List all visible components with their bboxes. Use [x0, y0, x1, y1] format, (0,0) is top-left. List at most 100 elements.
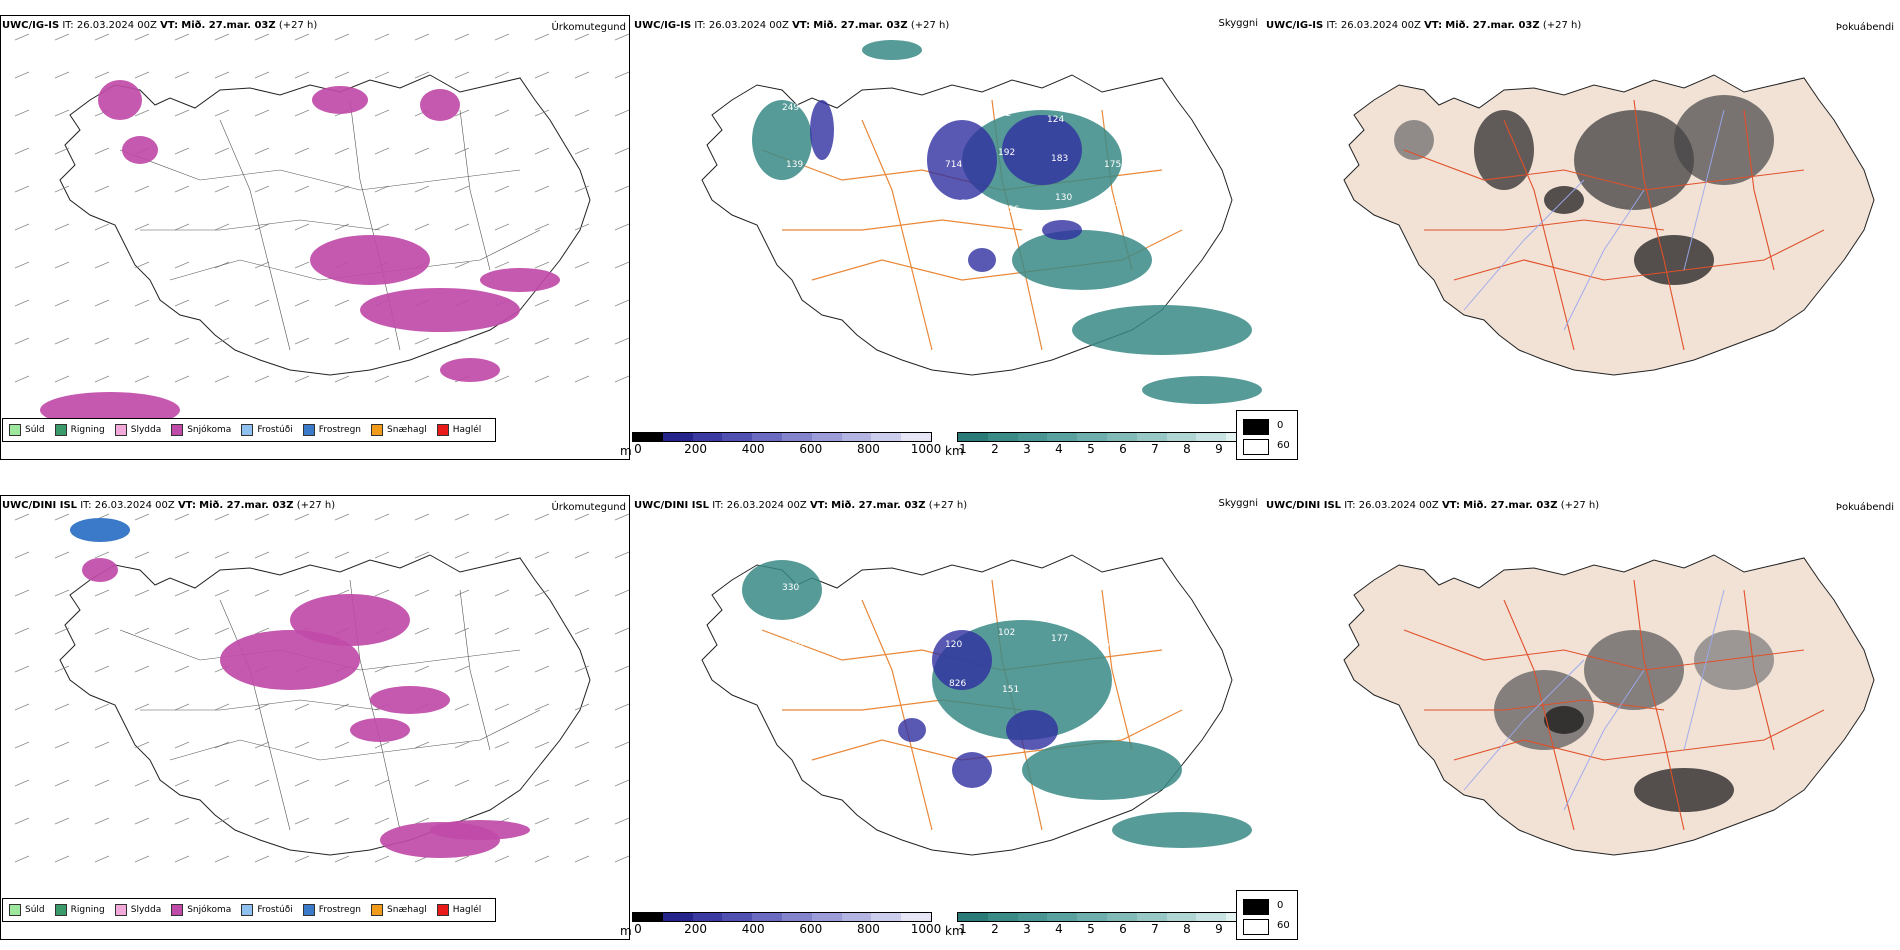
visibility-value-label: 105	[1153, 109, 1170, 119]
colorbar-ticks: 0 200 400 600 800 1000	[632, 922, 941, 936]
wind-barb	[614, 33, 630, 41]
colorbar-tick-label: 6	[1119, 442, 1127, 456]
wind-barb	[374, 855, 390, 863]
wind-barb	[254, 147, 270, 155]
wind-barb	[94, 551, 110, 559]
legend-item: Snjókoma	[171, 424, 231, 436]
panel-header: UWC/DINI ISL IT: 26.03.2024 00Z VT: Mið.…	[1266, 500, 1599, 511]
wind-barb	[14, 855, 30, 863]
visibility-km-area	[1072, 305, 1252, 355]
wind-barb	[54, 375, 70, 383]
it-value: 26.03.2024 00Z	[1358, 500, 1439, 511]
fog-legend-label-0: 0	[1277, 420, 1284, 431]
wind-barb	[94, 627, 110, 635]
visibility-value-label: 560	[1104, 640, 1121, 650]
wind-barb	[294, 299, 310, 307]
legend-label: Frostúði	[257, 905, 293, 915]
road-line	[219, 599, 291, 831]
colorbar-tick-label: 0	[634, 442, 642, 456]
visibility-value-label: 282	[941, 103, 958, 113]
wind-barb	[214, 589, 230, 597]
wind-barb	[574, 147, 590, 155]
wind-barb	[14, 779, 30, 787]
vt-value: Mið. 27.mar. 03Z	[813, 20, 908, 31]
colorbar-segment	[958, 433, 988, 441]
legend-label: Haglél	[452, 425, 482, 435]
iceland-outline	[1343, 554, 1875, 856]
wind-barb	[574, 513, 590, 521]
wind-barb	[254, 33, 270, 41]
wind-barb	[534, 665, 550, 673]
wind-barb	[214, 627, 230, 635]
colorbar-tick-label: 4	[1055, 922, 1063, 936]
colorbar-tick-label: 600	[799, 922, 823, 936]
visibility-m-area	[1006, 710, 1058, 750]
road-line	[119, 149, 521, 191]
wind-barb	[414, 627, 430, 635]
wind-barb	[574, 703, 590, 711]
wind-barb	[254, 375, 270, 383]
wind-barb	[534, 33, 550, 41]
wind-barb	[214, 109, 230, 117]
wind-barb	[134, 33, 150, 41]
wind-barb	[374, 375, 390, 383]
wind-barb	[534, 627, 550, 635]
legend-item: Rigning	[54, 424, 105, 436]
it-label: IT:	[694, 20, 706, 31]
legend-item: Súld	[9, 904, 45, 916]
wind-barb	[574, 551, 590, 559]
freezing-rain-area	[70, 518, 130, 542]
visibility-value-label: 150	[1157, 628, 1174, 638]
wind-barb	[334, 71, 350, 79]
vt-value: Mið. 27.mar. 03Z	[831, 500, 926, 511]
wind-barb	[54, 71, 70, 79]
snow-area	[360, 288, 520, 332]
wind-barb	[454, 589, 470, 597]
wind-barb	[254, 71, 270, 79]
wind-barb	[254, 551, 270, 559]
wind-barb	[294, 741, 310, 749]
wind-barb	[494, 337, 510, 345]
snow-area	[290, 594, 410, 646]
visibility-value-label: 192	[998, 148, 1015, 158]
wind-barb	[614, 855, 630, 863]
wind-barb	[534, 741, 550, 749]
wind-barb	[214, 299, 230, 307]
panel-frame	[0, 15, 630, 460]
wind-barb	[14, 71, 30, 79]
legend-swatch	[436, 904, 449, 916]
wind-barb	[614, 703, 630, 711]
wind-barb	[334, 375, 350, 383]
iceland-outline	[59, 554, 591, 856]
visibility-km-area	[1012, 230, 1152, 290]
precip-legend: Súld Rigning Slydda Snjókoma Frostúði Frostre…	[2, 418, 497, 442]
visibility-value-label: 120	[945, 640, 962, 650]
wind-barb	[614, 375, 630, 383]
wind-barb	[454, 665, 470, 673]
wind-barb	[54, 551, 70, 559]
visibility-value-label: 94	[892, 634, 904, 644]
wind-barb	[134, 703, 150, 711]
panel-title: Úrkomutegund	[551, 22, 626, 33]
colorbar-segment	[1136, 913, 1167, 921]
it-value: 26.03.2024 00Z	[76, 20, 157, 31]
legend-label: Súld	[25, 905, 45, 915]
wind-barb	[134, 71, 150, 79]
wind-barb	[54, 299, 70, 307]
wind-barb	[294, 185, 310, 193]
snow-area	[82, 558, 118, 582]
wind-barb	[454, 337, 470, 345]
wind-barb	[454, 261, 470, 269]
legend-item: Haglél	[436, 904, 481, 916]
legend-swatch	[114, 904, 127, 916]
visibility-value-label: 183	[1051, 154, 1068, 164]
visibility-value-label: 124	[1153, 589, 1170, 599]
wind-barb	[14, 703, 30, 711]
vt-label: VT:	[160, 20, 179, 31]
model-name: UWC/IG-IS	[2, 20, 60, 31]
colorbar-swatches	[957, 912, 1257, 922]
wind-barb	[534, 375, 550, 383]
wind-barb	[294, 375, 310, 383]
wind-barb	[534, 337, 550, 345]
wind-barb	[214, 513, 230, 521]
